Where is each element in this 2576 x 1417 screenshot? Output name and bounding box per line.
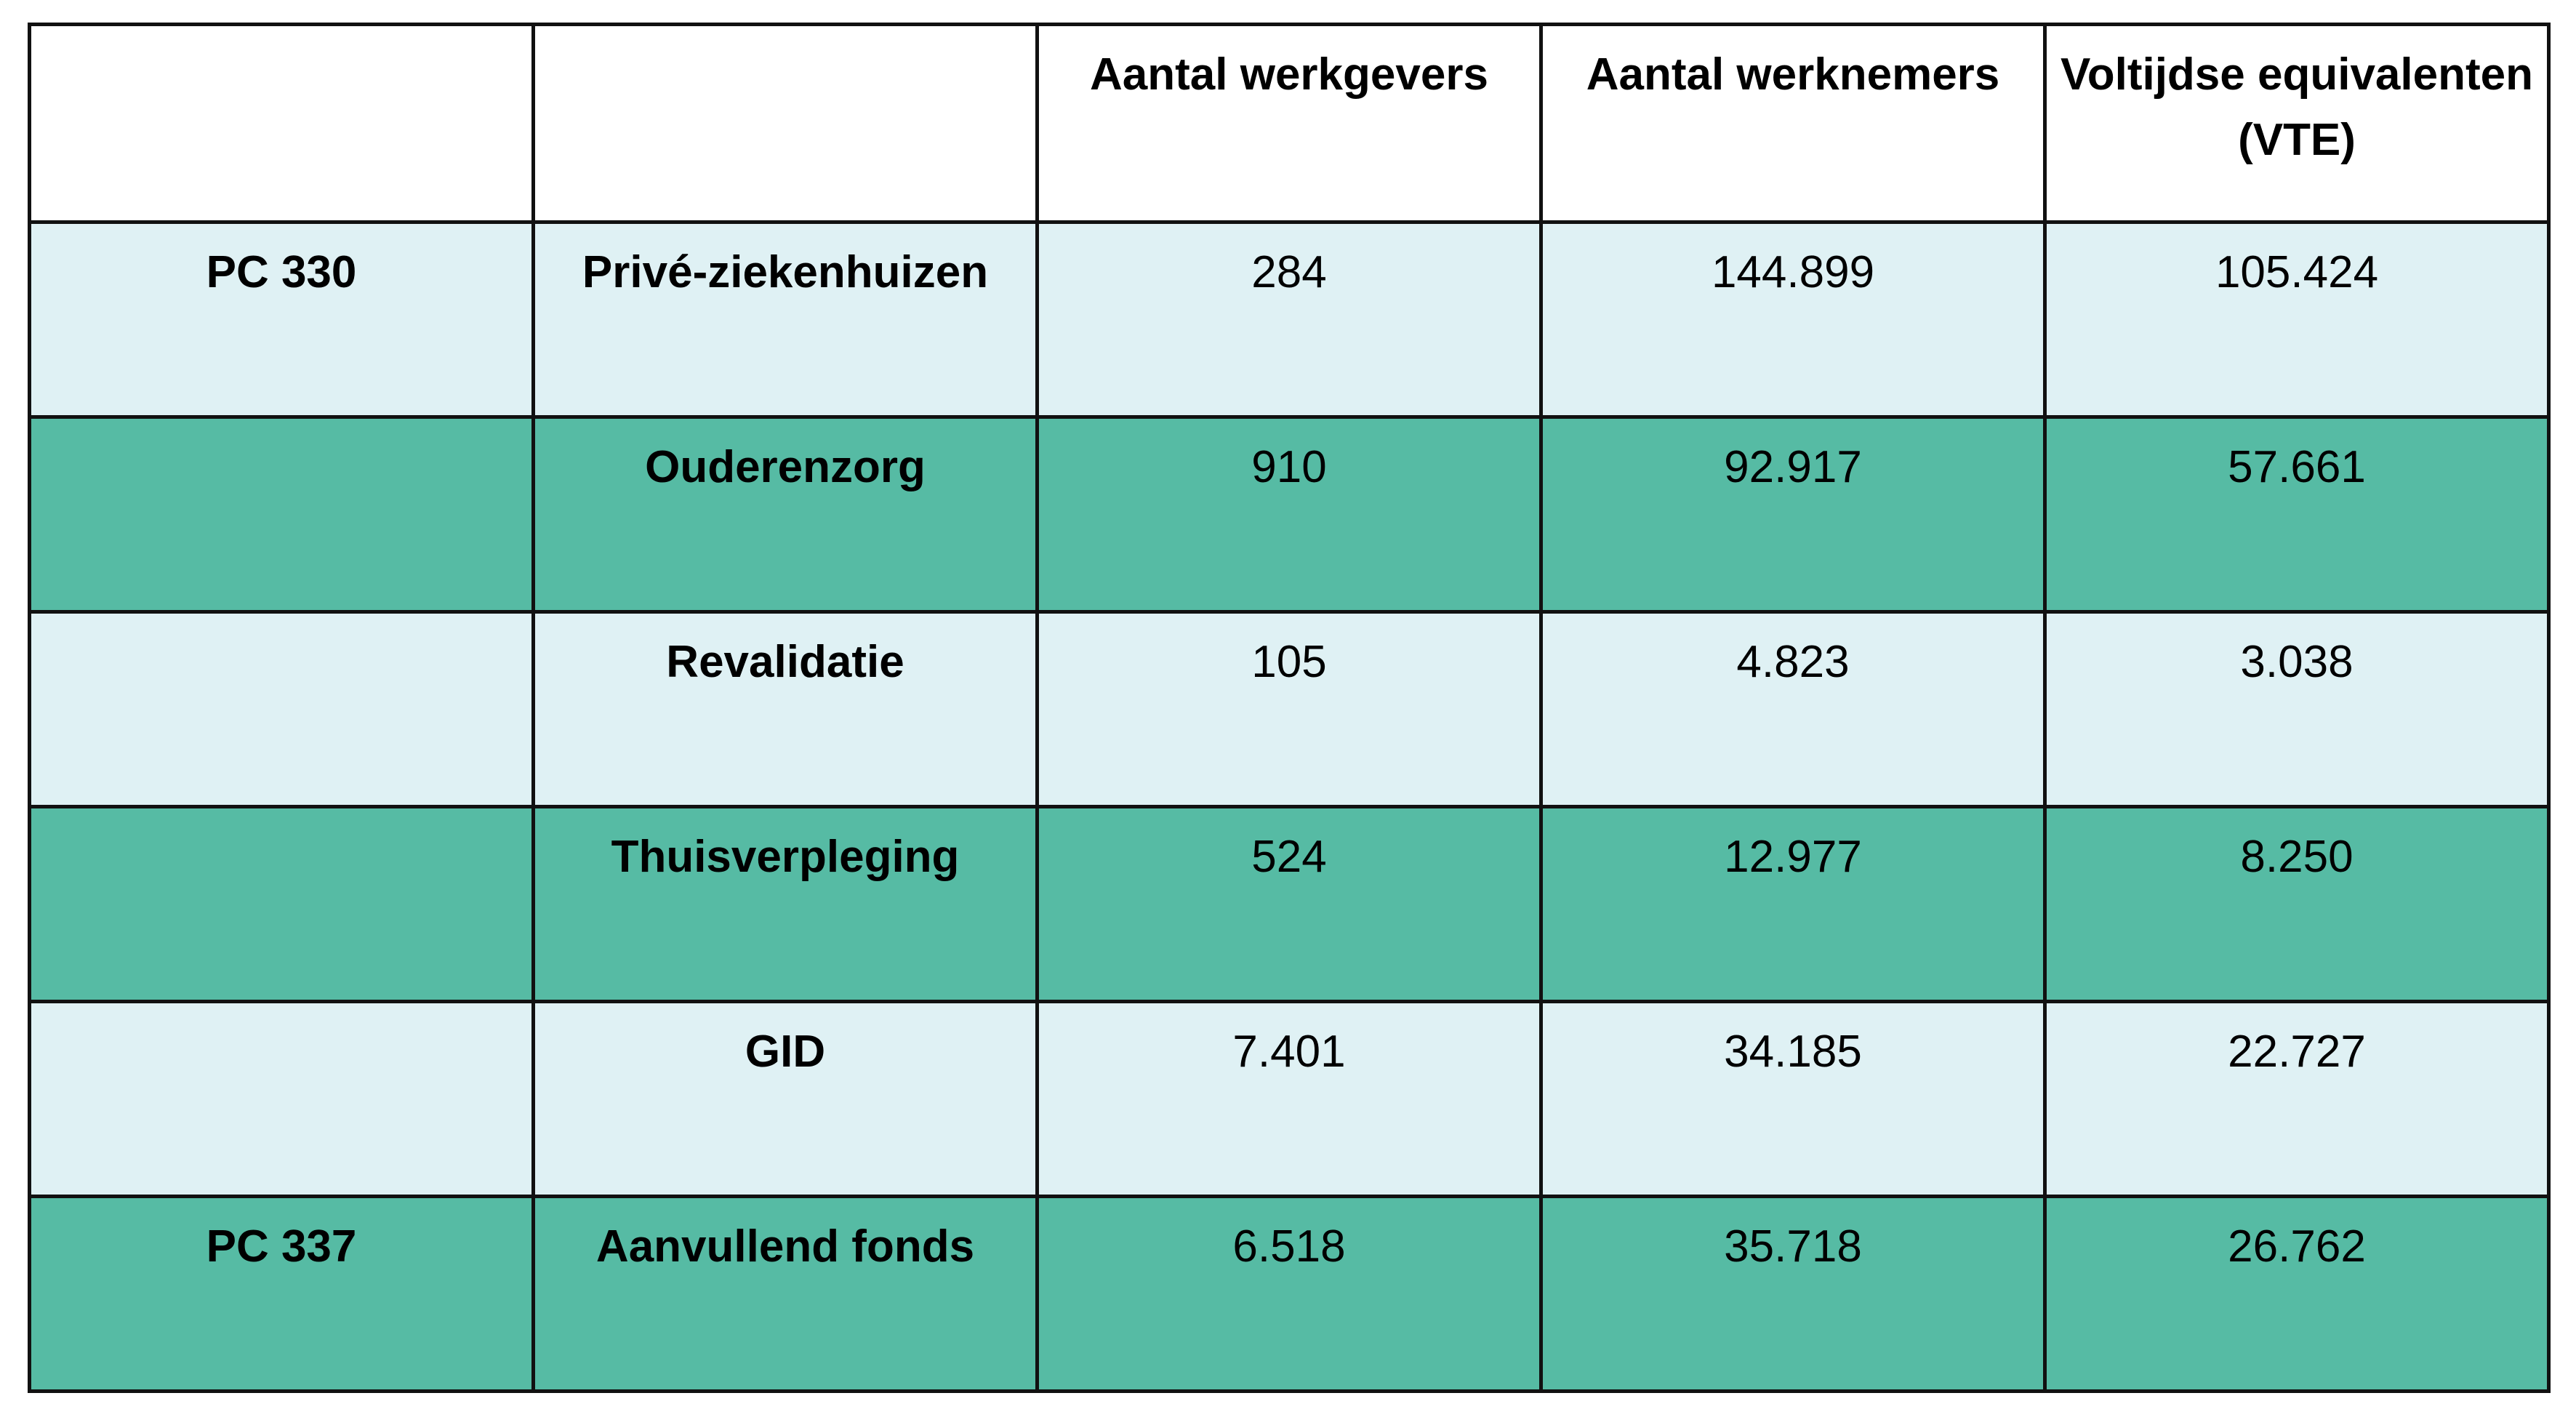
cell-werkgevers: 910 <box>1035 415 1543 614</box>
cell-vte: 26.762 <box>2043 1195 2551 1393</box>
header-cell-vte: Voltijdse equivalenten (VTE) <box>2043 23 2551 224</box>
cell-werknemers: 12.977 <box>1539 805 2047 1003</box>
header-cell-werkgevers: Aantal werkgevers <box>1035 23 1543 224</box>
cell-werkgevers: 6.518 <box>1035 1195 1543 1393</box>
cell-sector: Ouderenzorg <box>531 415 1039 614</box>
cell-pc <box>28 610 535 808</box>
table-header-row: Aantal werkgevers Aantal werknemers Volt… <box>28 23 2551 224</box>
cell-sector: Aanvullend fonds <box>531 1195 1039 1393</box>
cell-pc <box>28 1000 535 1198</box>
cell-sector: Revalidatie <box>531 610 1039 808</box>
table-row: Thuisverpleging 524 12.977 8.250 <box>28 805 2551 1003</box>
employment-table: Aantal werkgevers Aantal werknemers Volt… <box>28 23 2551 1393</box>
cell-vte: 22.727 <box>2043 1000 2551 1198</box>
header-cell-sector <box>531 23 1039 224</box>
cell-werknemers: 144.899 <box>1539 220 2047 419</box>
cell-sector: Thuisverpleging <box>531 805 1039 1003</box>
table-row: Ouderenzorg 910 92.917 57.661 <box>28 415 2551 614</box>
cell-vte: 8.250 <box>2043 805 2551 1003</box>
cell-werkgevers: 7.401 <box>1035 1000 1543 1198</box>
cell-sector: Privé-ziekenhuizen <box>531 220 1039 419</box>
table-wrapper: Aantal werkgevers Aantal werknemers Volt… <box>28 23 2551 1393</box>
cell-vte: 57.661 <box>2043 415 2551 614</box>
cell-werkgevers: 284 <box>1035 220 1543 419</box>
cell-sector: GID <box>531 1000 1039 1198</box>
cell-werkgevers: 105 <box>1035 610 1543 808</box>
header-cell-pc <box>28 23 535 224</box>
table-row: PC 330 Privé-ziekenhuizen 284 144.899 10… <box>28 220 2551 419</box>
table-body: PC 330 Privé-ziekenhuizen 284 144.899 10… <box>28 220 2551 1393</box>
cell-vte: 3.038 <box>2043 610 2551 808</box>
cell-pc <box>28 805 535 1003</box>
cell-werknemers: 34.185 <box>1539 1000 2047 1198</box>
cell-werknemers: 92.917 <box>1539 415 2047 614</box>
cell-pc: PC 337 <box>28 1195 535 1393</box>
header-cell-werknemers: Aantal werknemers <box>1539 23 2047 224</box>
cell-pc: PC 330 <box>28 220 535 419</box>
table-row: Revalidatie 105 4.823 3.038 <box>28 610 2551 808</box>
cell-werknemers: 4.823 <box>1539 610 2047 808</box>
cell-vte: 105.424 <box>2043 220 2551 419</box>
table-row: GID 7.401 34.185 22.727 <box>28 1000 2551 1198</box>
table-row: PC 337 Aanvullend fonds 6.518 35.718 26.… <box>28 1195 2551 1393</box>
cell-pc <box>28 415 535 614</box>
cell-werkgevers: 524 <box>1035 805 1543 1003</box>
cell-werknemers: 35.718 <box>1539 1195 2047 1393</box>
